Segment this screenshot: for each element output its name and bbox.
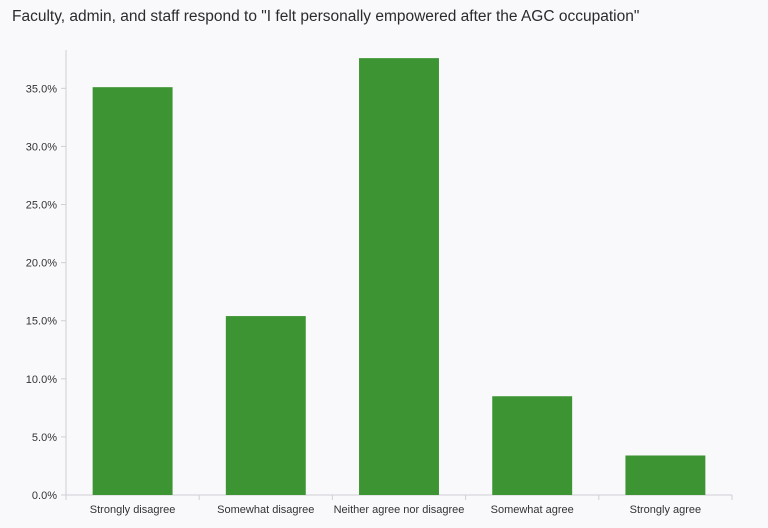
y-tick-label: 15.0% <box>26 316 57 328</box>
y-tick-label: 20.0% <box>26 258 57 270</box>
bars <box>92 58 706 496</box>
x-tick-label: Strongly disagree <box>90 504 176 516</box>
x-tick-label: Neither agree nor disagree <box>334 504 465 516</box>
x-tick-label: Somewhat agree <box>491 504 574 516</box>
y-tick-label: 0.0% <box>32 490 57 502</box>
chart-title: Faculty, admin, and staff respond to "I … <box>12 8 640 25</box>
y-tick-label: 35.0% <box>26 83 57 95</box>
bar <box>625 455 706 495</box>
bar <box>359 58 439 496</box>
y-tick-label: 30.0% <box>26 141 57 153</box>
bar <box>225 316 306 495</box>
y-tick-label: 25.0% <box>26 200 57 212</box>
y-tick-label: 5.0% <box>32 432 57 444</box>
x-tick-label: Somewhat disagree <box>217 504 314 516</box>
bar <box>92 87 173 496</box>
y-axis: 0.0% 5.0% 10.0% 15.0% 20.0% 25.0% 30.0% 35.0% <box>26 50 67 502</box>
bar <box>492 396 573 495</box>
x-axis: Strongly disagree Somewhat disagree Neithe… <box>65 494 733 516</box>
y-tick-label: 10.0% <box>26 374 57 386</box>
x-tick-label: Strongly agree <box>630 504 702 516</box>
